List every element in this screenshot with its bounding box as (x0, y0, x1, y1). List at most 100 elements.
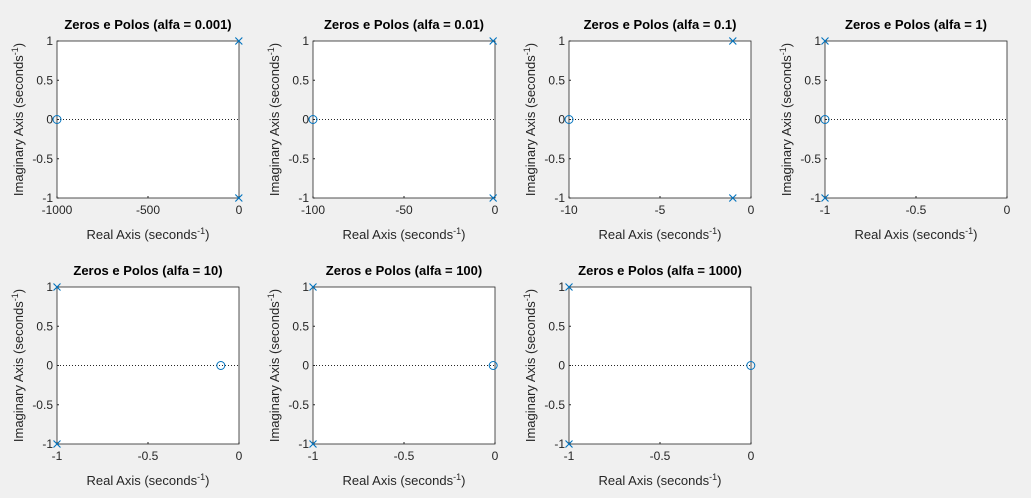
y-tick-label: 1 (46, 34, 53, 48)
x-tick-label: -500 (136, 203, 160, 217)
x-axis-label: Real Axis (seconds-1) (343, 226, 466, 242)
axes-frame (568, 286, 752, 445)
x-tick-label: 0 (748, 203, 755, 217)
y-tick-label: 1 (302, 34, 309, 48)
y-tick-label: -0.5 (32, 152, 53, 166)
zero-marker (308, 115, 318, 124)
y-tick-label: 0.5 (548, 319, 565, 333)
y-tick-label: 0 (46, 113, 53, 127)
x-tick-label: -10 (560, 203, 578, 217)
y-tick-label: 1 (558, 34, 565, 48)
y-tick-label: -0.5 (288, 398, 309, 412)
pole-marker (489, 37, 498, 45)
x-tick-label: -0.5 (650, 449, 671, 463)
y-tick-label: 0 (814, 113, 821, 127)
pole-marker (728, 194, 737, 202)
x-tick-label: 0 (1004, 203, 1011, 217)
x-tick-label: -5 (655, 203, 666, 217)
axes-frame (312, 286, 496, 445)
subplot-2: -100 -50 0 -1 -0.5 0 0.5 1 Zeros e Polos (alfa =… (266, 17, 499, 242)
y-axis-label: Imaginary Axis (seconds-1) (266, 289, 282, 442)
y-axis-label: Imaginary Axis (seconds-1) (522, 289, 538, 442)
pole-marker (565, 283, 573, 291)
y-tick-label: -0.5 (800, 152, 821, 166)
subplot-title: Zeros e Polos (alfa = 0.001) (64, 17, 231, 32)
y-tick-label: 0.5 (292, 73, 309, 87)
axes-frame (568, 40, 752, 199)
subplot-title: Zeros e Polos (alfa = 1000) (578, 263, 742, 278)
y-axis-label: Imaginary Axis (seconds-1) (10, 289, 26, 442)
zero-marker (52, 115, 62, 124)
x-tick-label: -1000 (42, 203, 73, 217)
y-tick-label: 1 (46, 280, 53, 294)
subplot-title: Zeros e Polos (alfa = 100) (326, 263, 482, 278)
axes-frame (56, 286, 240, 445)
zero-marker (488, 361, 498, 370)
y-tick-label: -1 (298, 191, 309, 205)
x-axis-label: Real Axis (seconds-1) (855, 226, 978, 242)
pole-marker (234, 37, 243, 45)
pole-marker (728, 37, 737, 45)
axes-frame (824, 40, 1008, 199)
x-axis-label: Real Axis (seconds-1) (87, 472, 210, 488)
zero-marker (820, 115, 830, 124)
y-axis-label: Imaginary Axis (seconds-1) (522, 43, 538, 196)
zero-marker (564, 115, 574, 124)
x-tick-label: 0 (492, 449, 499, 463)
y-tick-label: 0 (558, 113, 565, 127)
pole-marker (309, 283, 317, 291)
y-tick-label: -0.5 (544, 398, 565, 412)
subplot-5: -1 -0.5 0 -1 -0.5 0 0.5 1 Zeros e Polos (alfa = … (10, 263, 243, 488)
zero-marker (216, 361, 226, 370)
x-axis-label: Real Axis (seconds-1) (599, 472, 722, 488)
pole-marker (821, 194, 829, 202)
y-tick-label: 0 (46, 359, 53, 373)
x-tick-label: -0.5 (906, 203, 927, 217)
y-tick-label: 1 (302, 280, 309, 294)
x-tick-label: -1 (820, 203, 831, 217)
x-tick-label: 0 (748, 449, 755, 463)
y-tick-label: -1 (298, 437, 309, 451)
x-tick-label: -0.5 (394, 449, 415, 463)
subplot-title: Zeros e Polos (alfa = 10) (73, 263, 222, 278)
y-axis-label: Imaginary Axis (seconds-1) (10, 43, 26, 196)
subplot-title: Zeros e Polos (alfa = 1) (845, 17, 987, 32)
y-tick-label: -1 (554, 191, 565, 205)
x-axis-label: Real Axis (seconds-1) (343, 472, 466, 488)
subplot-3: -10 -5 0 -1 -0.5 0 0.5 1 Zeros e Polos (alfa = 0… (522, 17, 755, 242)
y-tick-label: -1 (42, 437, 53, 451)
subplot-1: -1000 -500 0 -1 -0.5 0 0.5 1 Zeros e Polos (alfa… (10, 17, 243, 242)
x-tick-label: 0 (492, 203, 499, 217)
y-tick-label: 0.5 (804, 73, 821, 87)
pole-marker (309, 440, 317, 448)
y-tick-label: -1 (42, 191, 53, 205)
subplot-6: -1 -0.5 0 -1 -0.5 0 0.5 1 Zeros e Polos (alfa = … (266, 263, 499, 488)
x-tick-label: -1 (52, 449, 63, 463)
y-tick-label: -1 (810, 191, 821, 205)
y-tick-label: 0.5 (292, 319, 309, 333)
subplot-title: Zeros e Polos (alfa = 0.1) (584, 17, 737, 32)
axes-frame (312, 40, 496, 199)
x-axis-label: Real Axis (seconds-1) (87, 226, 210, 242)
subplot-7: -1 -0.5 0 -1 -0.5 0 0.5 1 Zeros e Polos (alfa = … (522, 263, 756, 488)
y-tick-label: -0.5 (288, 152, 309, 166)
y-tick-label: 0 (302, 359, 309, 373)
pole-marker (53, 283, 61, 291)
x-tick-label: -1 (564, 449, 575, 463)
y-tick-label: -0.5 (544, 152, 565, 166)
y-axis-label: Imaginary Axis (seconds-1) (778, 43, 794, 196)
pole-marker (821, 37, 829, 45)
x-tick-label: -50 (395, 203, 413, 217)
x-tick-label: -100 (301, 203, 325, 217)
x-tick-label: 0 (236, 203, 243, 217)
y-tick-label: 0 (558, 359, 565, 373)
y-tick-label: -1 (554, 437, 565, 451)
axes-frame (56, 40, 240, 199)
pole-marker (234, 194, 243, 202)
zero-marker (746, 361, 756, 370)
x-tick-label: 0 (236, 449, 243, 463)
x-tick-label: -1 (308, 449, 319, 463)
pole-marker (53, 440, 61, 448)
y-tick-label: 1 (558, 280, 565, 294)
